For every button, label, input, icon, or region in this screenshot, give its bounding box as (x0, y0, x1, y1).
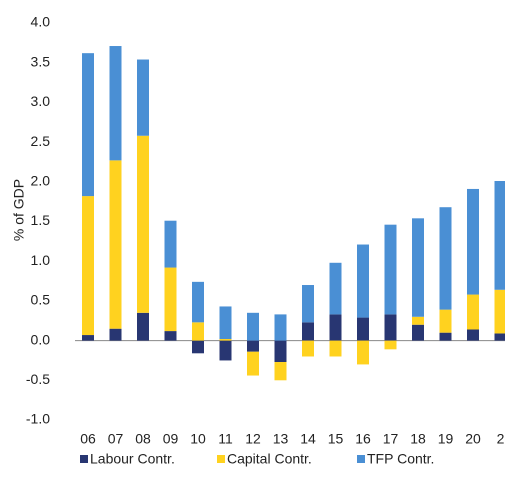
x-tick-label: 19 (438, 431, 454, 447)
bar-segment (192, 340, 204, 354)
bar-segment (192, 281, 204, 323)
legend-swatch (80, 455, 88, 463)
x-tick-label: 13 (273, 431, 289, 447)
bar-segment (219, 340, 232, 361)
bar-segment (494, 289, 505, 334)
bar-segment (302, 285, 314, 323)
bar-segment (109, 46, 122, 161)
bar-segment (329, 314, 342, 341)
x-tick-label: 11 (218, 431, 233, 447)
legend-label: Capital Contr. (227, 451, 312, 467)
x-tick-label: 10 (190, 431, 206, 447)
x-tick-label: 17 (383, 431, 399, 447)
bar-segment (357, 317, 369, 341)
legend-swatch (357, 455, 365, 463)
y-tick-label: 1.5 (31, 212, 51, 228)
bar-segment (384, 224, 397, 315)
x-tick-label: 18 (410, 431, 426, 447)
x-tick-label: 06 (80, 431, 96, 447)
bar-segment (384, 340, 397, 350)
bar-segment (302, 322, 314, 341)
y-tick-label: 2.0 (31, 173, 51, 189)
y-tick-label: 1.0 (31, 252, 51, 268)
y-tick-label: 0.5 (31, 292, 51, 308)
bar-segment (439, 309, 452, 333)
x-tick-label: 2 (497, 431, 505, 447)
bar-segment (412, 316, 424, 325)
bar-segment (192, 322, 204, 341)
bar-segment (357, 244, 369, 318)
bar-segment (82, 335, 94, 341)
bar-segment (412, 218, 424, 317)
y-tick-label: 3.5 (31, 53, 51, 69)
bar-segment (357, 340, 369, 365)
y-tick-label: 3.0 (31, 93, 51, 109)
bar-segment (439, 332, 452, 341)
y-tick-label: 4.0 (31, 14, 51, 30)
bar-segment (82, 53, 94, 197)
y-tick-label: -0.5 (26, 371, 50, 387)
x-tick-label: 20 (465, 431, 481, 447)
bar-segment (137, 135, 149, 313)
bar-segment (82, 196, 94, 336)
legend-label: TFP Contr. (367, 451, 434, 467)
bar-segment (494, 333, 505, 341)
x-tick-label: 14 (300, 431, 316, 447)
bar-segment (329, 340, 342, 357)
legend-swatch (217, 455, 225, 463)
bar-segment (494, 181, 505, 290)
bar-segment (164, 267, 177, 332)
bar-segment (137, 312, 149, 341)
legend-label: Labour Contr. (90, 451, 175, 467)
bar-segment (274, 314, 287, 341)
bar-segment (412, 324, 424, 341)
bar-segment (164, 220, 177, 268)
bar-segment (247, 312, 259, 341)
bar-segment (109, 328, 122, 341)
x-tick-label: 15 (328, 431, 344, 447)
bar-segment (247, 340, 259, 352)
x-tick-label: 09 (163, 431, 179, 447)
bar-segment (384, 314, 397, 341)
x-tick-label: 16 (355, 431, 371, 447)
x-tick-label: 08 (135, 431, 151, 447)
x-tick-label: 07 (108, 431, 124, 447)
bar-segment (302, 340, 314, 357)
bar-segment (274, 340, 287, 363)
y-tick-label: 0.0 (31, 331, 51, 347)
bar-segment (164, 331, 177, 341)
bar-segment (247, 351, 259, 376)
y-tick-label: -1.0 (26, 411, 50, 427)
x-tick-label: 12 (245, 431, 261, 447)
y-axis-label: % of GDP (11, 179, 27, 241)
bar-segment (439, 207, 452, 310)
bar-segment (467, 329, 479, 341)
y-tick-label: 2.5 (31, 133, 51, 149)
bar-segment (467, 294, 479, 330)
bar-segment (219, 339, 232, 341)
bar-segment (467, 188, 479, 295)
bar-segment (274, 362, 287, 381)
bar-segment (137, 59, 149, 136)
bar-segment (329, 262, 342, 315)
bar-segment (109, 160, 122, 329)
bar-segment (219, 306, 232, 340)
